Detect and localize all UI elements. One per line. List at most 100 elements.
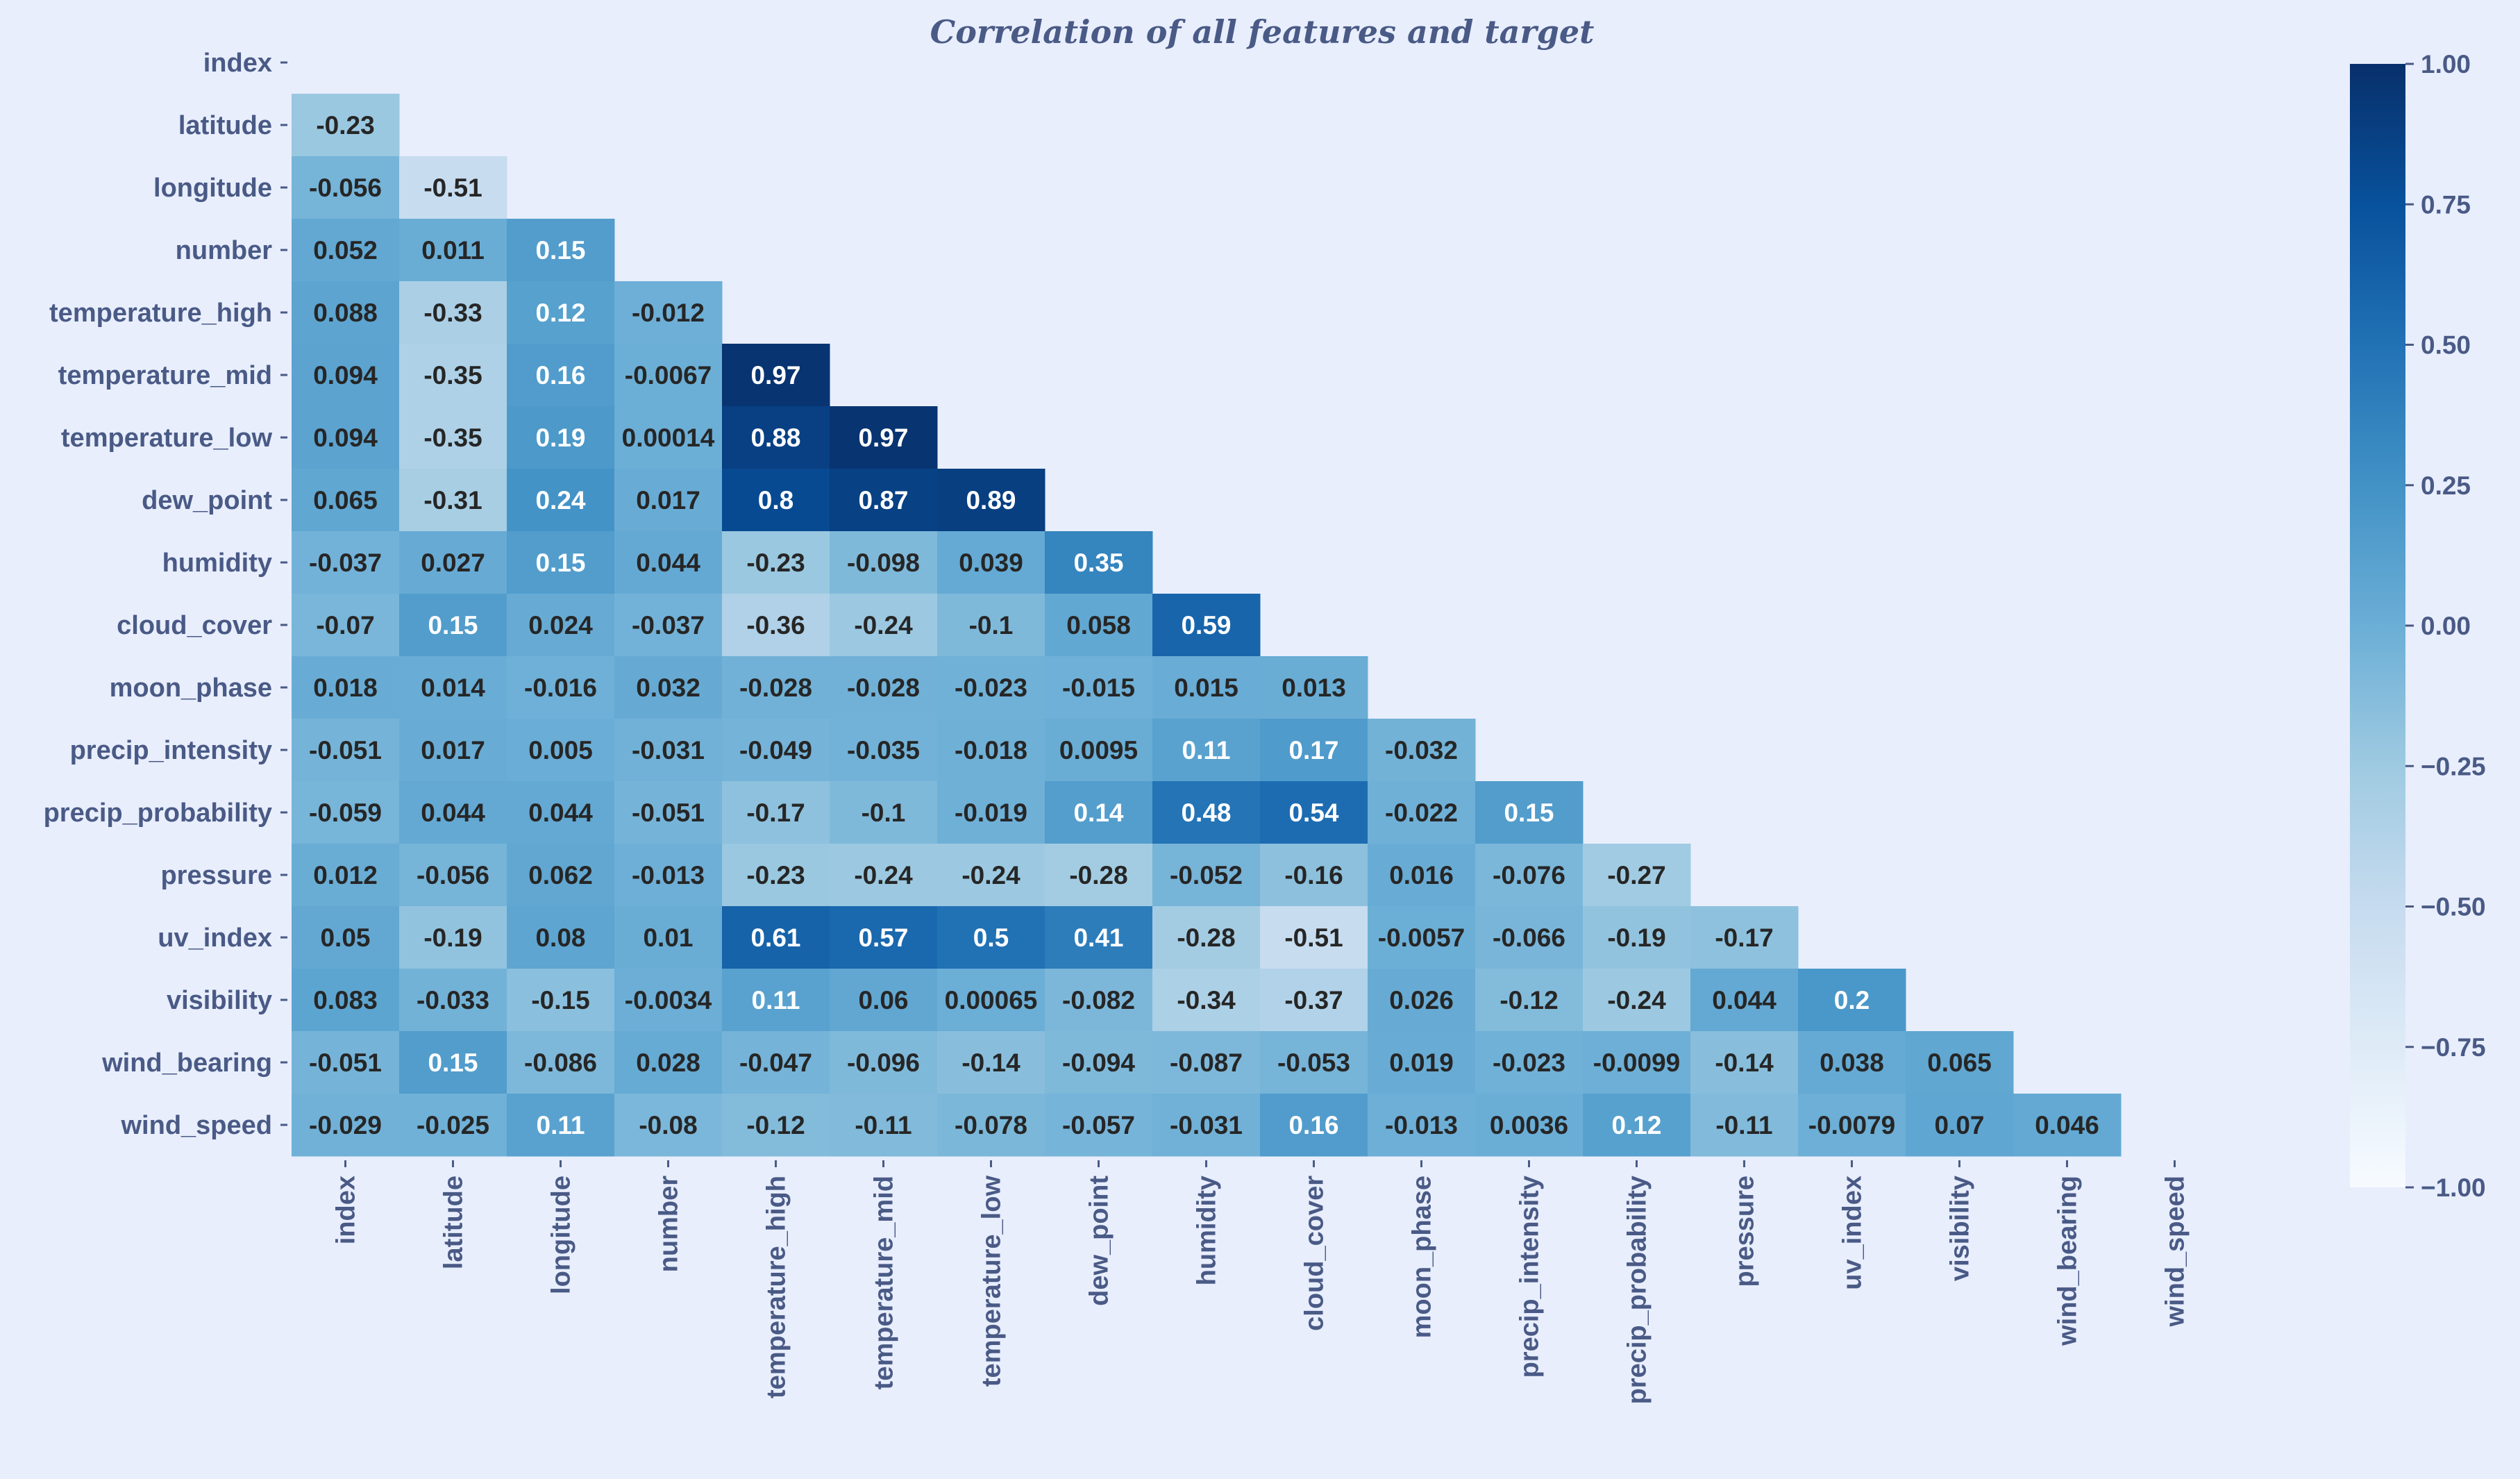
cell-label-wind_bearing-pressure: -0.14 [1715, 1048, 1774, 1077]
cell-label-cloud_cover-temperature_mid: -0.24 [854, 611, 913, 640]
cell-label-wind_bearing-visibility: 0.065 [1927, 1048, 1992, 1077]
cell-label-temperature_mid-latitude: -0.35 [423, 361, 482, 390]
cell-label-temperature_high-index: 0.088 [313, 299, 378, 327]
colorbar-tick-label-−0.75: −0.75 [2421, 1033, 2486, 1062]
colorbar-tick-label-0.75: 0.75 [2421, 190, 2471, 219]
cell-longitude-latitude [399, 156, 507, 219]
cell-wind_speed-cloud_cover [1260, 1094, 1368, 1157]
cell-uv_index-index [292, 906, 400, 969]
cell-humidity-longitude [507, 531, 615, 594]
cell-uv_index-moon_phase [1368, 906, 1476, 969]
cell-label-precip_intensity-temperature_high: -0.049 [739, 736, 812, 764]
cell-visibility-cloud_cover [1260, 969, 1368, 1032]
cell-label-uv_index-temperature_high: 0.61 [750, 924, 800, 952]
cell-label-visibility-cloud_cover: -0.37 [1284, 986, 1343, 1014]
cell-label-temperature_low-longitude: 0.19 [535, 424, 585, 452]
cell-precip_intensity-temperature_high [722, 719, 830, 782]
cell-label-uv_index-precip_intensity: -0.066 [1493, 924, 1565, 952]
cell-label-wind_bearing-temperature_high: -0.047 [739, 1048, 812, 1077]
cell-label-pressure-cloud_cover: -0.16 [1284, 861, 1343, 889]
x-tick-label-precip_probability: precip_probability [1623, 1176, 1652, 1404]
cell-uv_index-temperature_high [722, 906, 830, 969]
cell-label-number-longitude: 0.15 [535, 236, 585, 265]
cell-label-humidity-number: 0.044 [636, 549, 700, 577]
cell-visibility-pressure [1690, 969, 1799, 1032]
colorbar-tick-label-0.25: 0.25 [2421, 471, 2471, 500]
cell-uv_index-longitude [507, 906, 615, 969]
cell-label-pressure-temperature_mid: -0.24 [854, 861, 913, 889]
cell-label-cloud_cover-index: -0.07 [316, 611, 374, 640]
cell-wind_speed-dew_point [1045, 1094, 1153, 1157]
y-tick-label-humidity: humidity [162, 549, 272, 578]
cell-wind_speed-humidity [1152, 1094, 1261, 1157]
cell-temperature_low-temperature_high [722, 406, 830, 469]
cell-wind_bearing-precip_probability [1583, 1031, 1691, 1094]
cell-wind_speed-pressure [1690, 1094, 1799, 1157]
cell-label-wind_speed-precip_intensity: 0.0036 [1490, 1111, 1568, 1139]
cell-label-uv_index-temperature_mid: 0.57 [858, 924, 908, 952]
cell-pressure-index [292, 844, 400, 907]
cell-wind_speed-moon_phase [1368, 1094, 1476, 1157]
cell-label-wind_bearing-uv_index: 0.038 [1820, 1048, 1884, 1077]
cell-label-cloud_cover-humidity: 0.59 [1181, 611, 1231, 640]
cell-temperature_mid-number [614, 344, 723, 407]
y-tick-label-temperature_mid: temperature_mid [58, 361, 272, 390]
cell-label-temperature_low-latitude: -0.35 [423, 424, 482, 452]
y-tick-label-longitude: longitude [153, 174, 272, 203]
cell-label-humidity-temperature_low: 0.039 [959, 549, 1023, 577]
cell-cloud_cover-temperature_high [722, 594, 830, 657]
cell-label-precip_probability-index: -0.059 [309, 799, 382, 827]
cell-precip_probability-precip_intensity [1475, 781, 1584, 844]
cell-label-temperature_high-number: -0.012 [632, 299, 705, 327]
cell-label-pressure-temperature_high: -0.23 [746, 861, 805, 889]
cell-label-visibility-dew_point: -0.082 [1062, 986, 1135, 1014]
cell-label-cloud_cover-longitude: 0.024 [528, 611, 593, 640]
cell-wind_bearing-moon_phase [1368, 1031, 1476, 1094]
cell-number-longitude [507, 219, 615, 282]
cell-label-wind_speed-dew_point: -0.057 [1062, 1111, 1135, 1139]
cell-dew_point-number [614, 469, 723, 532]
cell-wind_speed-number [614, 1094, 723, 1157]
cell-label-wind_bearing-number: 0.028 [636, 1048, 700, 1077]
cell-label-wind_speed-visibility: 0.07 [1934, 1111, 1984, 1139]
cell-visibility-latitude [399, 969, 507, 1032]
cell-label-wind_speed-latitude: -0.025 [417, 1111, 489, 1139]
cell-label-temperature_high-longitude: 0.12 [535, 299, 585, 327]
cell-cloud_cover-temperature_mid [830, 594, 938, 657]
cell-wind_speed-index [292, 1094, 400, 1157]
cell-dew_point-index [292, 469, 400, 532]
cell-dew_point-temperature_mid [830, 469, 938, 532]
cell-uv_index-cloud_cover [1260, 906, 1368, 969]
cell-label-pressure-index: 0.012 [313, 861, 378, 889]
cell-label-number-latitude: 0.011 [421, 236, 485, 265]
cell-label-precip_probability-precip_intensity: 0.15 [1504, 799, 1554, 827]
cell-label-wind_speed-number: -0.08 [639, 1111, 697, 1139]
cell-label-visibility-number: -0.0034 [625, 986, 712, 1014]
cell-temperature_high-latitude [399, 281, 507, 344]
cell-label-temperature_low-temperature_mid: 0.97 [858, 424, 908, 452]
cell-pressure-precip_probability [1583, 844, 1691, 907]
cell-label-pressure-number: -0.013 [632, 861, 705, 889]
cell-wind_bearing-temperature_low [937, 1031, 1045, 1094]
cell-label-pressure-temperature_low: -0.24 [961, 861, 1020, 889]
cell-label-precip_probability-temperature_mid: -0.1 [862, 799, 906, 827]
cell-temperature_mid-index [292, 344, 400, 407]
cell-label-humidity-dew_point: 0.35 [1073, 549, 1123, 577]
cell-wind_bearing-latitude [399, 1031, 507, 1094]
cell-label-precip_intensity-dew_point: 0.0095 [1059, 736, 1138, 764]
cell-precip_probability-dew_point [1045, 781, 1153, 844]
cell-precip_probability-humidity [1152, 781, 1261, 844]
cell-wind_speed-temperature_high [722, 1094, 830, 1157]
x-tick-label-temperature_high: temperature_high [762, 1176, 791, 1398]
cell-pressure-temperature_high [722, 844, 830, 907]
x-tick-label-precip_intensity: precip_intensity [1515, 1176, 1545, 1378]
cell-temperature_low-index [292, 406, 400, 469]
cell-dew_point-temperature_high [722, 469, 830, 532]
cell-temperature_high-number [614, 281, 723, 344]
cell-cloud_cover-latitude [399, 594, 507, 657]
cell-pressure-temperature_low [937, 844, 1045, 907]
cell-precip_intensity-dew_point [1045, 719, 1153, 782]
cell-label-wind_speed-temperature_low: -0.078 [955, 1111, 1027, 1139]
cell-humidity-temperature_low [937, 531, 1045, 594]
